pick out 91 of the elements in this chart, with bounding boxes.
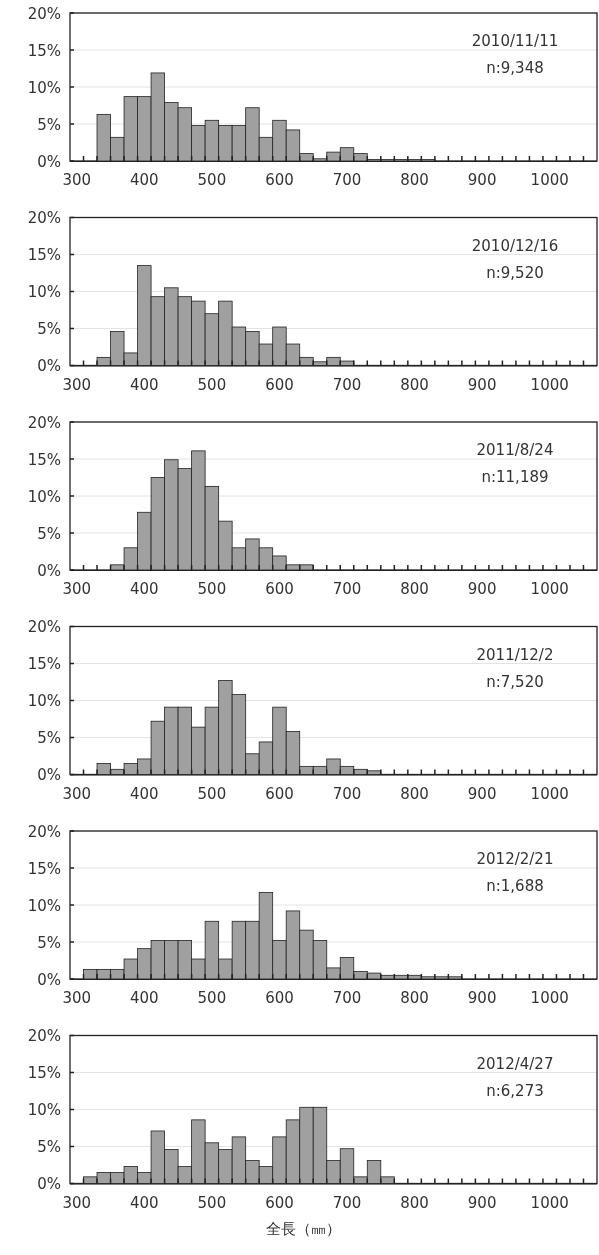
x-tick-label: 800 — [400, 989, 429, 1007]
y-tick-label: 15% — [27, 41, 61, 60]
x-tick-label: 1000 — [530, 1193, 569, 1212]
y-tick-label: 15% — [27, 1064, 61, 1082]
x-tick-label: 800 — [400, 171, 429, 189]
y-tick-label: 0% — [37, 1175, 61, 1193]
annotation: n:9,520 — [486, 263, 544, 282]
x-tick-label: 700 — [332, 375, 362, 394]
x-tick-label: 300 — [62, 375, 92, 394]
x-tick-label: 800 — [400, 784, 429, 803]
y-tick-label: 10% — [27, 487, 61, 506]
x-tick-label: 700 — [332, 1193, 362, 1212]
x-tick-label: 800 — [400, 375, 429, 394]
x-tick-label: 500 — [197, 580, 227, 598]
annotation: n:11,189 — [481, 468, 549, 486]
x-tick-label: 500 — [197, 1193, 227, 1212]
y-tick-label: 5% — [37, 1138, 61, 1156]
x-tick-label: 900 — [467, 1193, 497, 1212]
y-tick-label: 15% — [27, 655, 61, 673]
x-tick-label: 400 — [130, 1193, 159, 1212]
x-tick-label: 600 — [265, 1193, 294, 1212]
y-tick-label: 15% — [27, 246, 61, 264]
x-tick-label: 600 — [265, 375, 294, 394]
y-tick-label: 20% — [27, 618, 61, 636]
x-tick-label: 1000 — [530, 580, 569, 598]
annotation: 2010/11/11 — [471, 32, 559, 50]
x-tick-label: 600 — [265, 171, 294, 189]
y-tick-label: 0% — [37, 970, 61, 989]
x-tick-label: 1000 — [530, 375, 569, 394]
annotation: n:6,273 — [486, 1081, 544, 1100]
x-tick-label: 700 — [332, 989, 362, 1007]
y-tick-label: 10% — [27, 1101, 61, 1119]
x-tick-label: 900 — [467, 171, 497, 189]
y-tick-label: 15% — [27, 450, 61, 469]
y-tick-label: 0% — [37, 561, 61, 580]
y-tick-label: 0% — [37, 766, 61, 784]
y-tick-label: 5% — [37, 115, 61, 134]
x-tick-label: 300 — [62, 784, 92, 803]
x-tick-label: 500 — [197, 784, 227, 803]
x-tick-label: 900 — [467, 375, 497, 394]
x-tick-label: 600 — [265, 580, 294, 598]
y-tick-label: 10% — [27, 692, 61, 710]
x-tick-label: 400 — [130, 784, 159, 803]
x-tick-label: 700 — [332, 171, 362, 189]
x-tick-label: 300 — [62, 580, 92, 598]
y-tick-label: 20% — [27, 822, 61, 841]
y-tick-label: 5% — [37, 524, 61, 543]
y-tick-label: 20% — [27, 413, 61, 432]
x-tick-label: 700 — [332, 580, 362, 598]
annotation: 2012/2/21 — [476, 850, 554, 868]
x-tick-label: 800 — [400, 580, 429, 598]
y-tick-label: 20% — [27, 1027, 61, 1045]
annotation: n:9,348 — [486, 59, 544, 77]
x-tick-label: 600 — [265, 989, 294, 1007]
x-tick-label: 300 — [62, 989, 92, 1007]
annotation: 2011/12/2 — [476, 645, 554, 664]
x-tick-label: 1000 — [530, 784, 569, 803]
annotation: 2012/4/27 — [476, 1054, 554, 1073]
x-tick-label: 700 — [332, 784, 362, 803]
y-tick-label: 10% — [27, 78, 61, 97]
y-tick-label: 10% — [27, 283, 61, 301]
y-tick-label: 0% — [37, 357, 61, 375]
x-tick-label: 400 — [130, 171, 159, 189]
x-tick-label: 400 — [130, 989, 159, 1007]
x-tick-label: 500 — [197, 171, 227, 189]
x-tick-label: 900 — [467, 580, 497, 598]
annotation: 2011/8/24 — [476, 441, 554, 459]
x-tick-label: 800 — [400, 1193, 429, 1212]
y-tick-label: 0% — [37, 152, 61, 171]
x-axis-title: 全長（㎜） — [266, 1219, 341, 1238]
x-tick-label: 1000 — [530, 989, 569, 1007]
y-tick-label: 5% — [37, 933, 61, 952]
annotation: n:7,520 — [486, 672, 544, 691]
y-tick-label: 5% — [37, 320, 61, 338]
x-tick-label: 400 — [130, 375, 159, 394]
x-tick-label: 500 — [197, 989, 227, 1007]
x-tick-label: 300 — [62, 1193, 92, 1212]
x-tick-label: 600 — [265, 784, 294, 803]
y-tick-label: 20% — [27, 4, 61, 23]
y-tick-label: 20% — [27, 209, 61, 227]
y-tick-label: 5% — [37, 729, 61, 747]
y-tick-label: 10% — [27, 896, 61, 915]
x-tick-label: 1000 — [530, 171, 569, 189]
annotation: 2010/12/16 — [471, 236, 559, 255]
x-tick-label: 400 — [130, 580, 159, 598]
x-tick-label: 900 — [467, 989, 497, 1007]
x-tick-label: 300 — [62, 171, 92, 189]
x-tick-label: 900 — [467, 784, 497, 803]
annotation: n:1,688 — [486, 877, 544, 895]
y-tick-label: 15% — [27, 859, 61, 878]
x-tick-label: 500 — [197, 375, 227, 394]
